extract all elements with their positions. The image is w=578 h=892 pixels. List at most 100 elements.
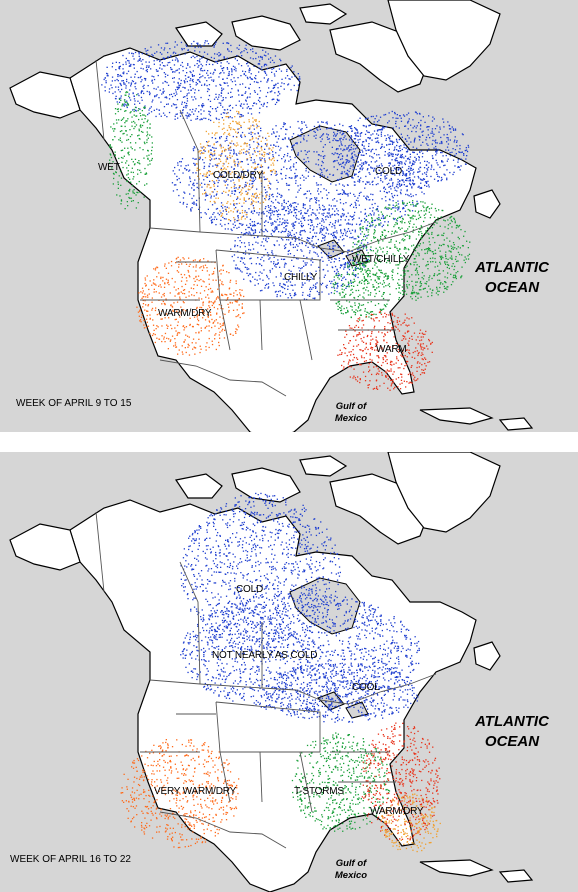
cold-dot: [229, 104, 231, 107]
dry-dot: [251, 202, 253, 204]
wet-dot: [368, 313, 370, 315]
cold-dot: [348, 230, 351, 232]
wet-dot: [395, 264, 397, 266]
cold-dot: [206, 53, 209, 55]
wet-dot: [423, 210, 425, 212]
wet-dot: [451, 257, 453, 259]
cold-dot: [216, 207, 219, 210]
cold-dot: [435, 150, 437, 152]
cold-dot: [146, 90, 148, 93]
cold-dot: [309, 290, 312, 293]
wet-dot: [431, 233, 433, 235]
cold-dot: [276, 131, 278, 133]
cold-dot: [237, 77, 239, 79]
wet-dot: [399, 262, 401, 264]
cold-dot: [189, 109, 191, 111]
cold-dot: [286, 75, 289, 77]
cold-dot: [381, 198, 383, 200]
cold-dot: [386, 192, 388, 194]
cold-dot: [151, 53, 153, 56]
cold-dot: [246, 272, 248, 274]
cold-dot: [241, 258, 243, 260]
cold-dot: [145, 61, 147, 63]
cold-dot: [304, 282, 306, 284]
cold-dot: [317, 238, 319, 241]
cold-dot: [255, 78, 257, 80]
cold-dot: [261, 58, 263, 60]
wet-dot: [379, 224, 381, 226]
dry-dot: [226, 202, 228, 204]
dry-dot: [200, 146, 202, 148]
cold-dot: [405, 160, 407, 162]
cold-dot: [203, 117, 205, 119]
cold-dot: [265, 239, 267, 242]
wet-dot: [461, 275, 463, 277]
wet-dot: [417, 217, 420, 220]
cold-dot: [383, 146, 385, 148]
cold-dot: [249, 232, 251, 234]
cold-dot: [424, 121, 426, 123]
dry-dot: [226, 129, 229, 131]
cold-dot: [427, 166, 430, 169]
cold-dot: [390, 168, 392, 170]
cold-dot: [273, 284, 275, 287]
wet-dot: [432, 251, 434, 253]
cold-dot: [289, 126, 291, 128]
cold-dot: [437, 175, 439, 177]
cold-dot: [368, 125, 370, 127]
cold-dot: [269, 61, 272, 63]
cold-dot: [365, 125, 367, 127]
dry-dot: [210, 173, 212, 175]
cold-dot: [367, 137, 369, 139]
wet-dot: [384, 217, 386, 219]
cold-dot: [212, 165, 214, 167]
cold-dot: [293, 144, 295, 146]
cold-dot: [220, 72, 222, 74]
cold-dot: [425, 136, 428, 139]
cold-dot: [264, 178, 266, 181]
cold-dot: [308, 215, 310, 217]
cold-dot: [202, 75, 204, 77]
cold-dot: [430, 132, 432, 134]
wet-dot: [396, 247, 398, 250]
cold-dot: [180, 90, 182, 92]
cold-dot: [339, 178, 341, 180]
cold-dot: [305, 167, 307, 170]
cold-dot: [426, 160, 428, 163]
wet-dot: [340, 310, 342, 312]
wet-dot: [140, 171, 142, 174]
cold-dot: [289, 253, 292, 255]
cold-dot: [189, 114, 192, 116]
cold-dot: [230, 248, 232, 250]
cold-dot: [333, 237, 335, 239]
cold-dot: [204, 77, 206, 79]
dry-dot: [272, 147, 274, 149]
cold-dot: [114, 91, 116, 93]
cold-dot: [301, 286, 303, 288]
cold-dot: [186, 117, 188, 119]
wet-dot: [414, 246, 416, 249]
dry-dot: [229, 134, 231, 136]
cold-dot: [411, 210, 414, 212]
cold-dot: [169, 61, 171, 64]
cold-dot: [347, 147, 349, 149]
cold-dot: [124, 83, 126, 85]
cold-dot: [322, 121, 324, 123]
cold-dot: [453, 129, 455, 131]
land-mass: [9, 71, 81, 119]
cold-dot: [342, 277, 344, 279]
cold-dot: [308, 160, 310, 163]
wet-dot: [442, 283, 444, 285]
dry-dot: [253, 207, 255, 209]
cold-dot: [280, 237, 283, 240]
cold-dot: [285, 243, 287, 246]
cold-dot: [339, 132, 341, 134]
cold-dot: [276, 173, 278, 175]
wet-dot: [401, 220, 403, 222]
cold-dot: [427, 180, 429, 182]
cold-dot: [182, 96, 185, 98]
wet-dot: [419, 228, 422, 230]
wet-dot: [402, 203, 404, 205]
wet-dot: [406, 202, 408, 205]
cold-dot: [360, 154, 362, 156]
